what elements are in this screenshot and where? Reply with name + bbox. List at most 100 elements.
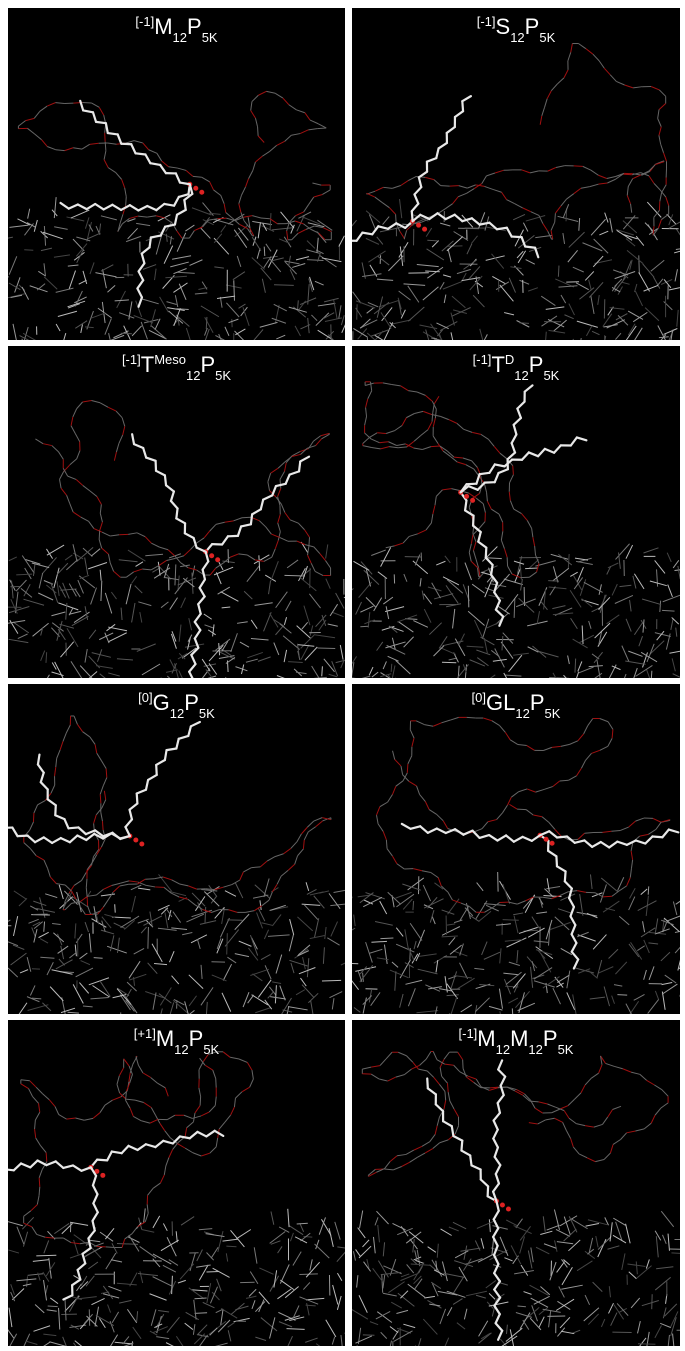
- polymer-bond: [186, 1121, 194, 1129]
- membrane-bond: [478, 910, 492, 922]
- polymer-bond: [110, 534, 120, 537]
- membrane-bond: [8, 1249, 20, 1254]
- polymer-bond: [73, 715, 78, 725]
- polymer-bond: [590, 1072, 599, 1079]
- polymer-bond: [508, 901, 518, 905]
- membrane-bond: [133, 315, 154, 324]
- membrane-bond: [446, 994, 459, 997]
- membrane-bond: [488, 1005, 503, 1011]
- polymer-bond: [598, 182, 608, 185]
- ligand-oxygen: [94, 1168, 100, 1174]
- polymer-bond: [563, 1110, 570, 1119]
- membrane-bond: [85, 326, 94, 329]
- membrane-bond: [171, 975, 180, 985]
- membrane-bond: [525, 259, 536, 265]
- polymer-bond: [411, 1064, 420, 1070]
- polymer-bond: [123, 1058, 130, 1067]
- membrane-bond: [99, 223, 102, 233]
- membrane-bond: [267, 991, 274, 999]
- membrane-bond: [148, 329, 167, 340]
- membrane-bond: [425, 270, 440, 273]
- polymer-bond: [100, 812, 103, 822]
- membrane-bond: [654, 632, 671, 638]
- membrane-bond: [488, 1293, 496, 1300]
- membrane-bond: [592, 1281, 603, 1292]
- membrane-bond: [27, 1273, 44, 1276]
- membrane-bond: [116, 937, 120, 954]
- polymer-bond: [524, 1093, 532, 1101]
- polymer-bond: [80, 516, 89, 522]
- polymer-bond: [144, 1213, 149, 1222]
- ligand-bond: [63, 818, 70, 830]
- polymer-bond: [643, 1122, 652, 1130]
- membrane-bond: [178, 624, 182, 642]
- membrane-bond: [203, 891, 220, 907]
- membrane-bond: [247, 651, 263, 659]
- polymer-bond: [222, 556, 231, 564]
- ligand-bond: [667, 828, 680, 834]
- polymer-bond: [385, 545, 395, 549]
- membrane-bond: [220, 1308, 238, 1319]
- polymer-bond: [238, 203, 242, 213]
- membrane-bond: [436, 560, 446, 566]
- membrane-bond: [290, 962, 295, 974]
- membrane-bond: [8, 556, 18, 562]
- membrane-bond: [169, 597, 178, 610]
- polymer-bond: [146, 884, 156, 888]
- polymer-bond: [417, 529, 427, 535]
- polymer-bond: [602, 895, 613, 898]
- polymer-bond: [612, 1139, 621, 1145]
- polymer-bond: [418, 1068, 428, 1072]
- membrane-bond: [579, 894, 584, 916]
- polymer-bond: [612, 1105, 622, 1110]
- polymer-bond: [128, 1072, 131, 1082]
- ligand-bond: [137, 270, 145, 282]
- polymer-bond: [64, 892, 70, 902]
- polymer-bond: [484, 907, 493, 913]
- ligand-oxygen: [422, 226, 428, 232]
- membrane-bond: [134, 585, 143, 594]
- membrane-bond: [381, 1274, 384, 1293]
- polymer-bond: [319, 553, 326, 561]
- membrane-bond: [380, 1331, 388, 1339]
- polymer-bond: [629, 868, 632, 878]
- polymer-bond: [145, 878, 155, 880]
- membrane-bond: [385, 606, 405, 613]
- membrane-bond: [399, 199, 403, 219]
- membrane-bond: [548, 580, 560, 582]
- membrane-bond: [53, 567, 60, 589]
- membrane-bond: [430, 323, 443, 340]
- ligand-oxygen: [549, 840, 555, 846]
- membrane-bond: [104, 1227, 115, 1240]
- membrane-bond: [448, 936, 456, 946]
- ligand-bond: [590, 840, 602, 848]
- polymer-bond: [391, 384, 401, 387]
- membrane-bond: [441, 661, 457, 664]
- membrane-bond: [499, 948, 502, 964]
- membrane-bond: [589, 874, 593, 889]
- polymer-bond: [297, 228, 307, 234]
- membrane-bond: [353, 328, 368, 338]
- membrane-bond: [289, 1232, 294, 1242]
- membrane-bond: [83, 1247, 100, 1259]
- membrane-bond: [290, 224, 295, 234]
- membrane-bond: [613, 1304, 625, 1320]
- polymer-bond: [582, 165, 592, 171]
- membrane-bond: [599, 230, 609, 236]
- membrane-bond: [74, 296, 87, 304]
- membrane-bond: [73, 1342, 77, 1346]
- membrane-bond: [625, 544, 634, 559]
- ligand-bond: [599, 840, 611, 849]
- polymer-bond: [18, 120, 26, 127]
- membrane-bond: [451, 307, 471, 317]
- membrane-bond: [474, 967, 485, 970]
- membrane-bond: [276, 334, 286, 340]
- membrane-bond: [612, 1234, 627, 1244]
- polymer-bond: [315, 438, 322, 446]
- membrane-bond: [131, 325, 143, 337]
- ligand-bond: [477, 530, 482, 543]
- polymer-bond: [397, 1153, 407, 1157]
- polymer-bond: [240, 212, 245, 222]
- membrane-bond: [413, 1256, 422, 1261]
